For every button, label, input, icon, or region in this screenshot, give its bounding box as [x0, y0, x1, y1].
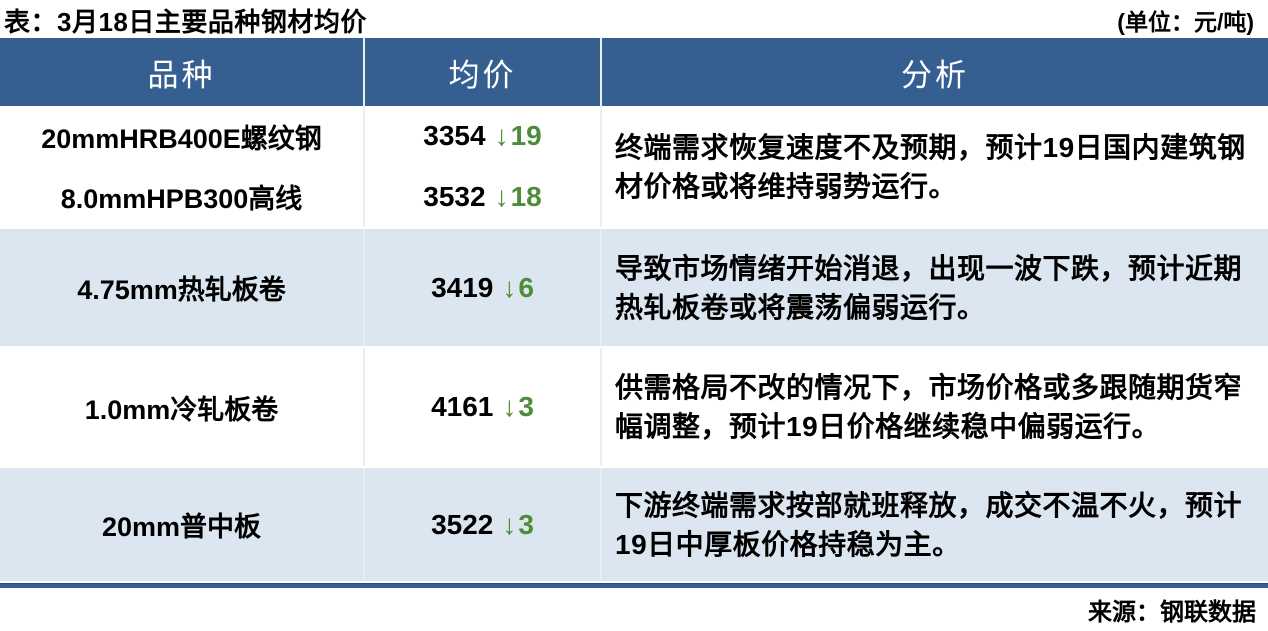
- unit-note: (单位：元/吨): [1117, 9, 1254, 35]
- down-arrow-icon: ↓: [502, 391, 517, 422]
- price-value: 4161: [431, 391, 494, 422]
- price-value: 3419: [431, 271, 494, 303]
- variety-name: 8.0mmHPB300高线: [60, 184, 303, 215]
- price-table: 品种 均价 分析 20mmHRB400E螺纹钢 8.0mmHPB300高线 33…: [0, 38, 1268, 588]
- price-change: 18: [510, 180, 542, 212]
- analysis-text: 供需格局不改的情况下，市场价格或多跟随期货窄幅调整，预计19日价格继续稳中偏弱运…: [615, 372, 1243, 442]
- price-change: 6: [518, 271, 534, 303]
- table-row: 1.0mm冷轧板卷 4161 ↓3 供需格局不改的情况下，市场价格或多跟随期货窄幅…: [0, 348, 1268, 466]
- price-line: 3532 ↓18: [423, 181, 541, 213]
- table-row: 20mm普中板 3522 ↓3 下游终端需求按部就班释放，成交不温不火，预计19日…: [0, 466, 1268, 583]
- down-arrow-icon: ↓: [494, 180, 509, 212]
- price-line: 3522 ↓3: [431, 509, 534, 541]
- down-arrow-icon: ↓: [494, 120, 509, 152]
- table-bottom-rule: [0, 583, 1268, 588]
- variety-cell: 20mm普中板: [0, 468, 363, 581]
- variety-name: 20mmHRB400E螺纹钢: [41, 123, 322, 154]
- header-variety: 品种: [147, 57, 216, 93]
- table-header-row: 品种 均价 分析: [0, 38, 1268, 106]
- price-cell: 3419 ↓6: [363, 229, 600, 346]
- variety-cell: 4.75mm热轧板卷: [0, 229, 363, 346]
- price-line: 3354 ↓19: [423, 120, 541, 152]
- price-line: 3419 ↓6: [431, 272, 534, 304]
- header-avg-price: 均价: [363, 38, 600, 106]
- price-value: 3354: [423, 120, 486, 152]
- title-bar: 表：3月18日主要品种钢材均价 (单位：元/吨): [0, 0, 1268, 38]
- table-title: 表：3月18日主要品种钢材均价: [4, 6, 367, 37]
- table-row: 20mmHRB400E螺纹钢 8.0mmHPB300高线 3354 ↓19 353…: [0, 106, 1268, 227]
- price-change: 19: [510, 120, 542, 152]
- price-change: 3: [518, 391, 534, 422]
- analysis-text: 终端需求恢复速度不及预期，预计19日国内建筑钢材价格或将维持弱势运行。: [615, 131, 1246, 202]
- price-value: 3522: [431, 508, 494, 540]
- price-cell: 4161 ↓3: [363, 348, 600, 466]
- footer: 来源：钢联数据: [0, 588, 1268, 631]
- analysis-cell: 终端需求恢复速度不及预期，预计19日国内建筑钢材价格或将维持弱势运行。: [600, 106, 1268, 227]
- variety-name: 1.0mm冷轧板卷: [84, 394, 279, 425]
- price-line: 4161 ↓3: [431, 391, 534, 423]
- variety-cell: 1.0mm冷轧板卷: [0, 348, 363, 466]
- price-cell: 3354 ↓19 3532 ↓18: [363, 106, 600, 227]
- price-cell: 3522 ↓3: [363, 468, 600, 581]
- table-row: 4.75mm热轧板卷 3419 ↓6 导致市场情绪开始消退，出现一波下跌，预计近期…: [0, 227, 1268, 348]
- data-source: 来源：钢联数据: [1088, 599, 1256, 626]
- analysis-cell: 导致市场情绪开始消退，出现一波下跌，预计近期热轧板卷或将震荡偏弱运行。: [600, 229, 1268, 346]
- variety-name: 4.75mm热轧板卷: [77, 275, 286, 305]
- down-arrow-icon: ↓: [502, 508, 517, 540]
- analysis-cell: 供需格局不改的情况下，市场价格或多跟随期货窄幅调整，预计19日价格继续稳中偏弱运…: [600, 348, 1268, 466]
- variety-cell: 20mmHRB400E螺纹钢 8.0mmHPB300高线: [0, 106, 363, 227]
- analysis-text: 下游终端需求按部就班释放，成交不温不火，预计19日中厚板价格持稳为主。: [615, 489, 1243, 560]
- price-value: 3532: [423, 180, 486, 212]
- analysis-text: 导致市场情绪开始消退，出现一波下跌，预计近期热轧板卷或将震荡偏弱运行。: [615, 252, 1243, 323]
- variety-name: 20mm普中板: [101, 512, 262, 542]
- down-arrow-icon: ↓: [502, 271, 517, 303]
- header-analysis: 分析: [600, 38, 1268, 106]
- analysis-cell: 下游终端需求按部就班释放，成交不温不火，预计19日中厚板价格持稳为主。: [600, 468, 1268, 581]
- price-change: 3: [518, 508, 534, 540]
